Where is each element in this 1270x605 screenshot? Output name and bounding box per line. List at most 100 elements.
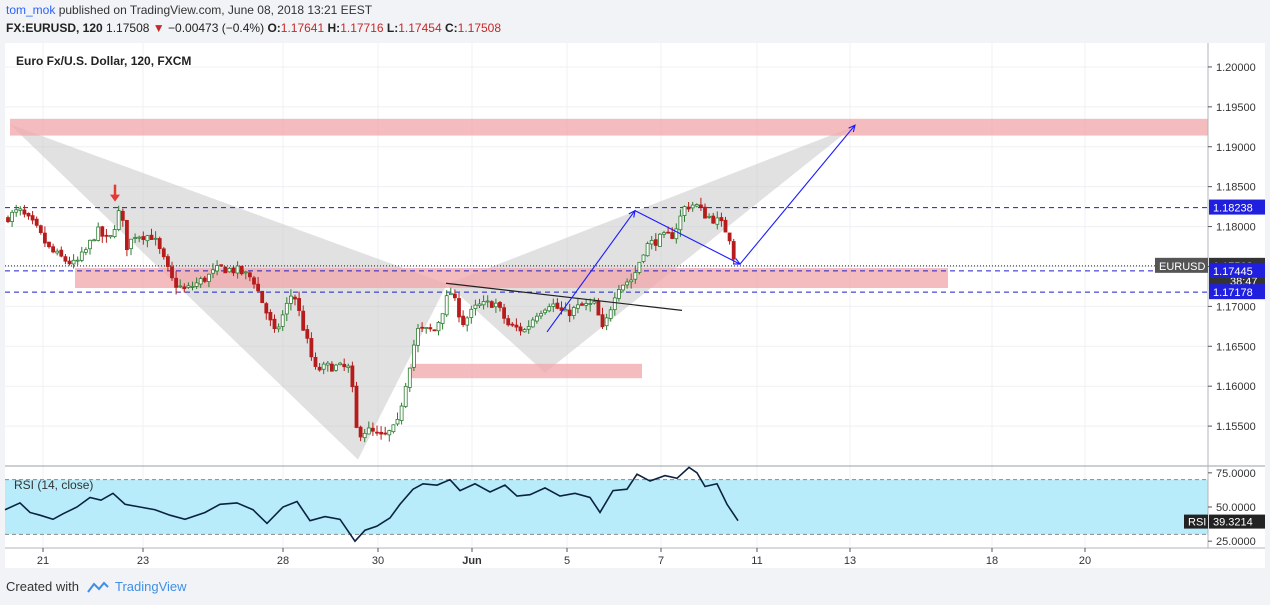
candle-body (350, 365, 355, 388)
candle-body (420, 326, 425, 329)
close-label: C: (444, 21, 458, 35)
candle-body (366, 427, 371, 435)
candle-body (100, 226, 105, 237)
candle-body (711, 215, 716, 224)
candle-body (260, 290, 265, 304)
open-label: O: (267, 21, 281, 35)
down-arrow-head-icon (110, 194, 120, 202)
candle-body (157, 238, 162, 249)
candle-body (694, 204, 699, 207)
candle-body (79, 251, 84, 261)
candle-body (731, 241, 736, 260)
candle-body (662, 232, 666, 235)
candle-body (34, 218, 39, 226)
candle-body (235, 265, 240, 274)
candle-body (391, 424, 396, 433)
rsi-tick-label: 50.0000 (1216, 502, 1256, 514)
username-link[interactable]: tom_mok (6, 3, 56, 17)
candle-body (719, 217, 724, 222)
candle-body (629, 279, 634, 283)
candle-body (411, 344, 416, 368)
candle-body (14, 209, 19, 213)
candle-body (461, 315, 466, 326)
candle-body (141, 236, 146, 240)
candle-body (633, 272, 638, 280)
candle-body (297, 298, 302, 311)
candle-body (10, 211, 15, 222)
candle-body (428, 327, 433, 330)
candle-body (186, 285, 191, 288)
candle-body (498, 302, 502, 308)
time-tick-label: Jun (462, 555, 482, 567)
time-tick-label: 23 (137, 555, 149, 567)
candle-body (317, 366, 322, 371)
candle-body (727, 232, 732, 242)
candle-body (563, 309, 568, 312)
rsi-title: RSI (14, close) (14, 478, 93, 492)
time-tick-label: 21 (37, 555, 49, 567)
price-tick-label: 1.18500 (1216, 182, 1256, 194)
candle-body (555, 302, 560, 309)
candle-body (358, 426, 363, 438)
candle-body (686, 206, 691, 210)
candle-body (104, 234, 109, 237)
high-value: 1.17716 (340, 21, 384, 35)
tradingview-brand-link[interactable]: TradingView (114, 579, 187, 594)
candle-body (416, 328, 420, 346)
candle-body (174, 277, 179, 288)
candle-body (182, 286, 187, 289)
candle-body (284, 302, 289, 315)
time-tick-label: 11 (751, 555, 762, 567)
candle-body (268, 312, 273, 321)
price-tick-label: 1.16500 (1216, 341, 1256, 353)
candle-body (215, 265, 220, 272)
candle-body (256, 283, 261, 292)
arrow-head-icon (848, 124, 856, 133)
candle-body (481, 301, 486, 306)
candle-body (194, 282, 199, 287)
candle-body (502, 307, 507, 319)
candle-body (243, 271, 248, 274)
candle-body (202, 277, 207, 282)
candle-body (305, 329, 310, 339)
candle-body (510, 323, 515, 326)
price-tick-label: 1.16000 (1216, 381, 1256, 393)
candle-body (26, 212, 31, 217)
candle-body (641, 254, 646, 262)
rsi-name-tag-bg (1184, 514, 1208, 529)
candle-body (75, 259, 80, 262)
candle-body (71, 259, 76, 265)
candle-body (518, 326, 523, 332)
candle-body (592, 301, 597, 304)
candle-body (670, 232, 675, 239)
candle-body (59, 249, 64, 257)
candle-body (485, 300, 490, 303)
time-tick-label: 20 (1079, 555, 1091, 567)
candle-body (571, 307, 576, 316)
candle-body (452, 293, 457, 299)
price-tick-label: 1.17000 (1216, 301, 1256, 313)
price-tick-label: 1.19500 (1216, 102, 1256, 114)
candle-body (678, 215, 683, 231)
candle-body (280, 314, 285, 327)
last-price: 1.17508 (106, 21, 150, 35)
candle-body (84, 249, 88, 253)
main-foreground-layer (110, 124, 856, 333)
projection-arrow-line (634, 210, 741, 265)
time-tick-label: 13 (844, 555, 856, 567)
candle-body (432, 329, 437, 332)
projection-arrow-line (546, 210, 636, 333)
candle-body (301, 310, 306, 331)
candle-body (264, 303, 269, 314)
candle-body (473, 304, 478, 309)
candle-body (666, 231, 670, 234)
candle-body (424, 327, 429, 329)
candle-body (567, 309, 572, 317)
axes-layer: 1.200001.195001.190001.185001.180001.175… (5, 43, 1265, 567)
candle-body (440, 313, 445, 324)
candle-body (535, 315, 539, 322)
candle-body (457, 298, 461, 318)
candle-body (293, 296, 297, 300)
candle-body (145, 235, 150, 242)
candle-body (526, 326, 531, 330)
